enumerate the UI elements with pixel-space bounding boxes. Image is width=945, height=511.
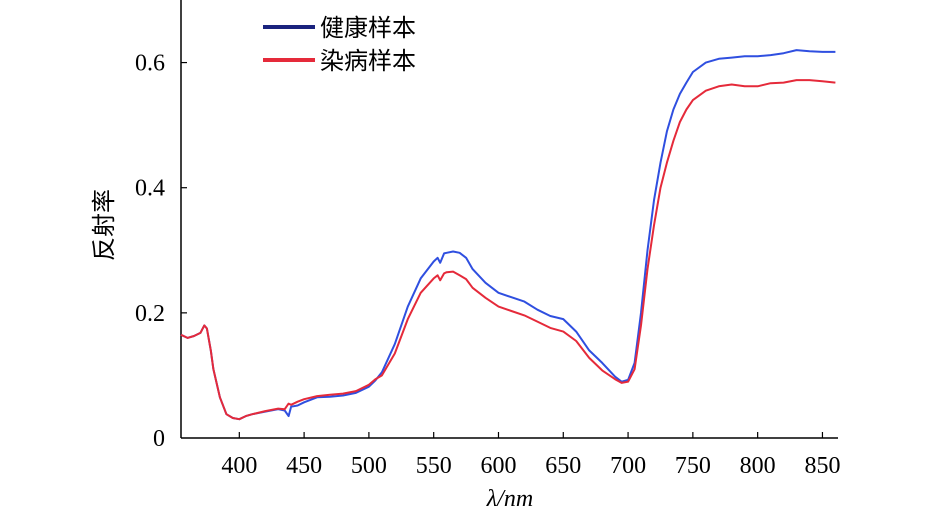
x-tick-label: 650 xyxy=(545,453,581,479)
y-tick-label: 0 xyxy=(153,426,165,452)
y-tick-label: 0.2 xyxy=(135,301,165,327)
x-tick-label: 400 xyxy=(221,453,257,479)
x-axis-title: λ/nm xyxy=(486,486,533,511)
series-line-diseased xyxy=(180,79,836,421)
x-tick-label: 800 xyxy=(740,453,776,479)
x-tick-label: 450 xyxy=(286,453,322,479)
x-ticks: 400 450 500 550 600 650 700 750 800 850 xyxy=(221,432,840,479)
series-line-healthy xyxy=(180,49,836,421)
series-layer xyxy=(180,49,836,421)
x-tick-label: 750 xyxy=(675,453,711,479)
y-ticks: 0 0.2 0.4 0.6 xyxy=(135,51,187,452)
x-tick-label: 700 xyxy=(610,453,646,479)
y-tick-label: 0.6 xyxy=(135,51,165,77)
x-tick-label: 500 xyxy=(351,453,387,479)
x-tick-label: 850 xyxy=(804,453,840,479)
legend-label: 健康样本 xyxy=(320,14,416,42)
axes xyxy=(180,0,838,439)
x-tick-label: 600 xyxy=(480,453,516,479)
x-tick-label: 550 xyxy=(416,453,452,479)
y-axis-title: 反射率 xyxy=(91,189,118,261)
y-tick-label: 0.4 xyxy=(135,176,165,202)
legend-label: 染病样本 xyxy=(320,47,416,75)
